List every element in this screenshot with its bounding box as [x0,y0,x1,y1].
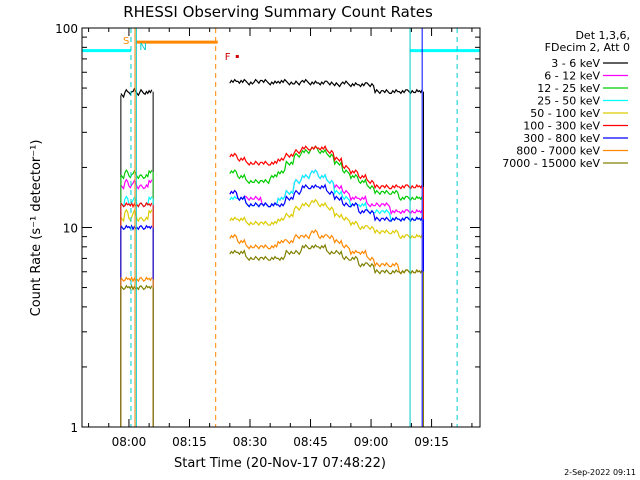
legend-header-line-2: FDecim 2, Att 0 [545,41,630,54]
series-line-7000to15000keV-seg2 [229,243,423,275]
y-axis-label: Count Rate (s⁻¹ detector⁻¹) [29,140,44,317]
legend-label: 3 - 6 keV [551,57,600,70]
axis-layer: 08:00 08:15 08:30 08:45 09:00 09:15 1 10 100 [55,22,480,449]
series-line-300to800keV-seg2 [229,183,423,223]
y-tick-label: 1 [70,421,78,435]
legend-label: 12 - 25 keV [537,82,600,95]
annotation-label-N: N [139,42,146,53]
series-line-25to50keV-seg2 [229,169,423,223]
flare-marker [235,55,239,58]
x-tick-label: 08:00 [112,435,147,449]
series-line-3to6keV-seg2 [229,78,423,95]
annotation-label-S: S [123,36,129,47]
x-tick-label: 08:30 [233,435,268,449]
annotations-layer: SN F [82,28,480,427]
legend-label: 25 - 50 keV [537,95,600,108]
x-tick-label: 09:15 [414,435,449,449]
chart-title: RHESSI Observing Summary Count Rates [123,3,433,21]
series-line-12to25keV-seg2 [229,145,423,202]
legend-label: 800 - 7000 keV [516,145,600,158]
x-tick-label: 09:00 [354,435,389,449]
y-tick-label: 10 [63,222,78,236]
timestamp: 2-Sep-2022 09:11 [564,468,636,477]
x-tick-label: 08:15 [172,435,207,449]
legend-label: 7000 - 15000 keV [502,157,600,170]
series-layer [120,78,424,427]
legend-label: 300 - 800 keV [523,132,600,145]
y-tick-label: 100 [55,22,78,36]
series-line-800to7000keV-seg2 [229,229,423,275]
annotation-label-F: F [225,52,231,63]
legend-header-line-1: Det 1,3,6, [575,29,630,42]
x-tick-label: 08:45 [293,435,328,449]
series-line-100to300keV-seg2 [229,145,423,190]
legend-label: 100 - 300 keV [523,120,600,133]
x-axis-label: Start Time (20-Nov-17 07:48:22) [174,456,386,471]
series-line-50to100keV-seg2 [229,198,423,240]
legend-label: 6 - 12 keV [544,70,600,83]
legend-label: 50 - 100 keV [530,107,600,120]
